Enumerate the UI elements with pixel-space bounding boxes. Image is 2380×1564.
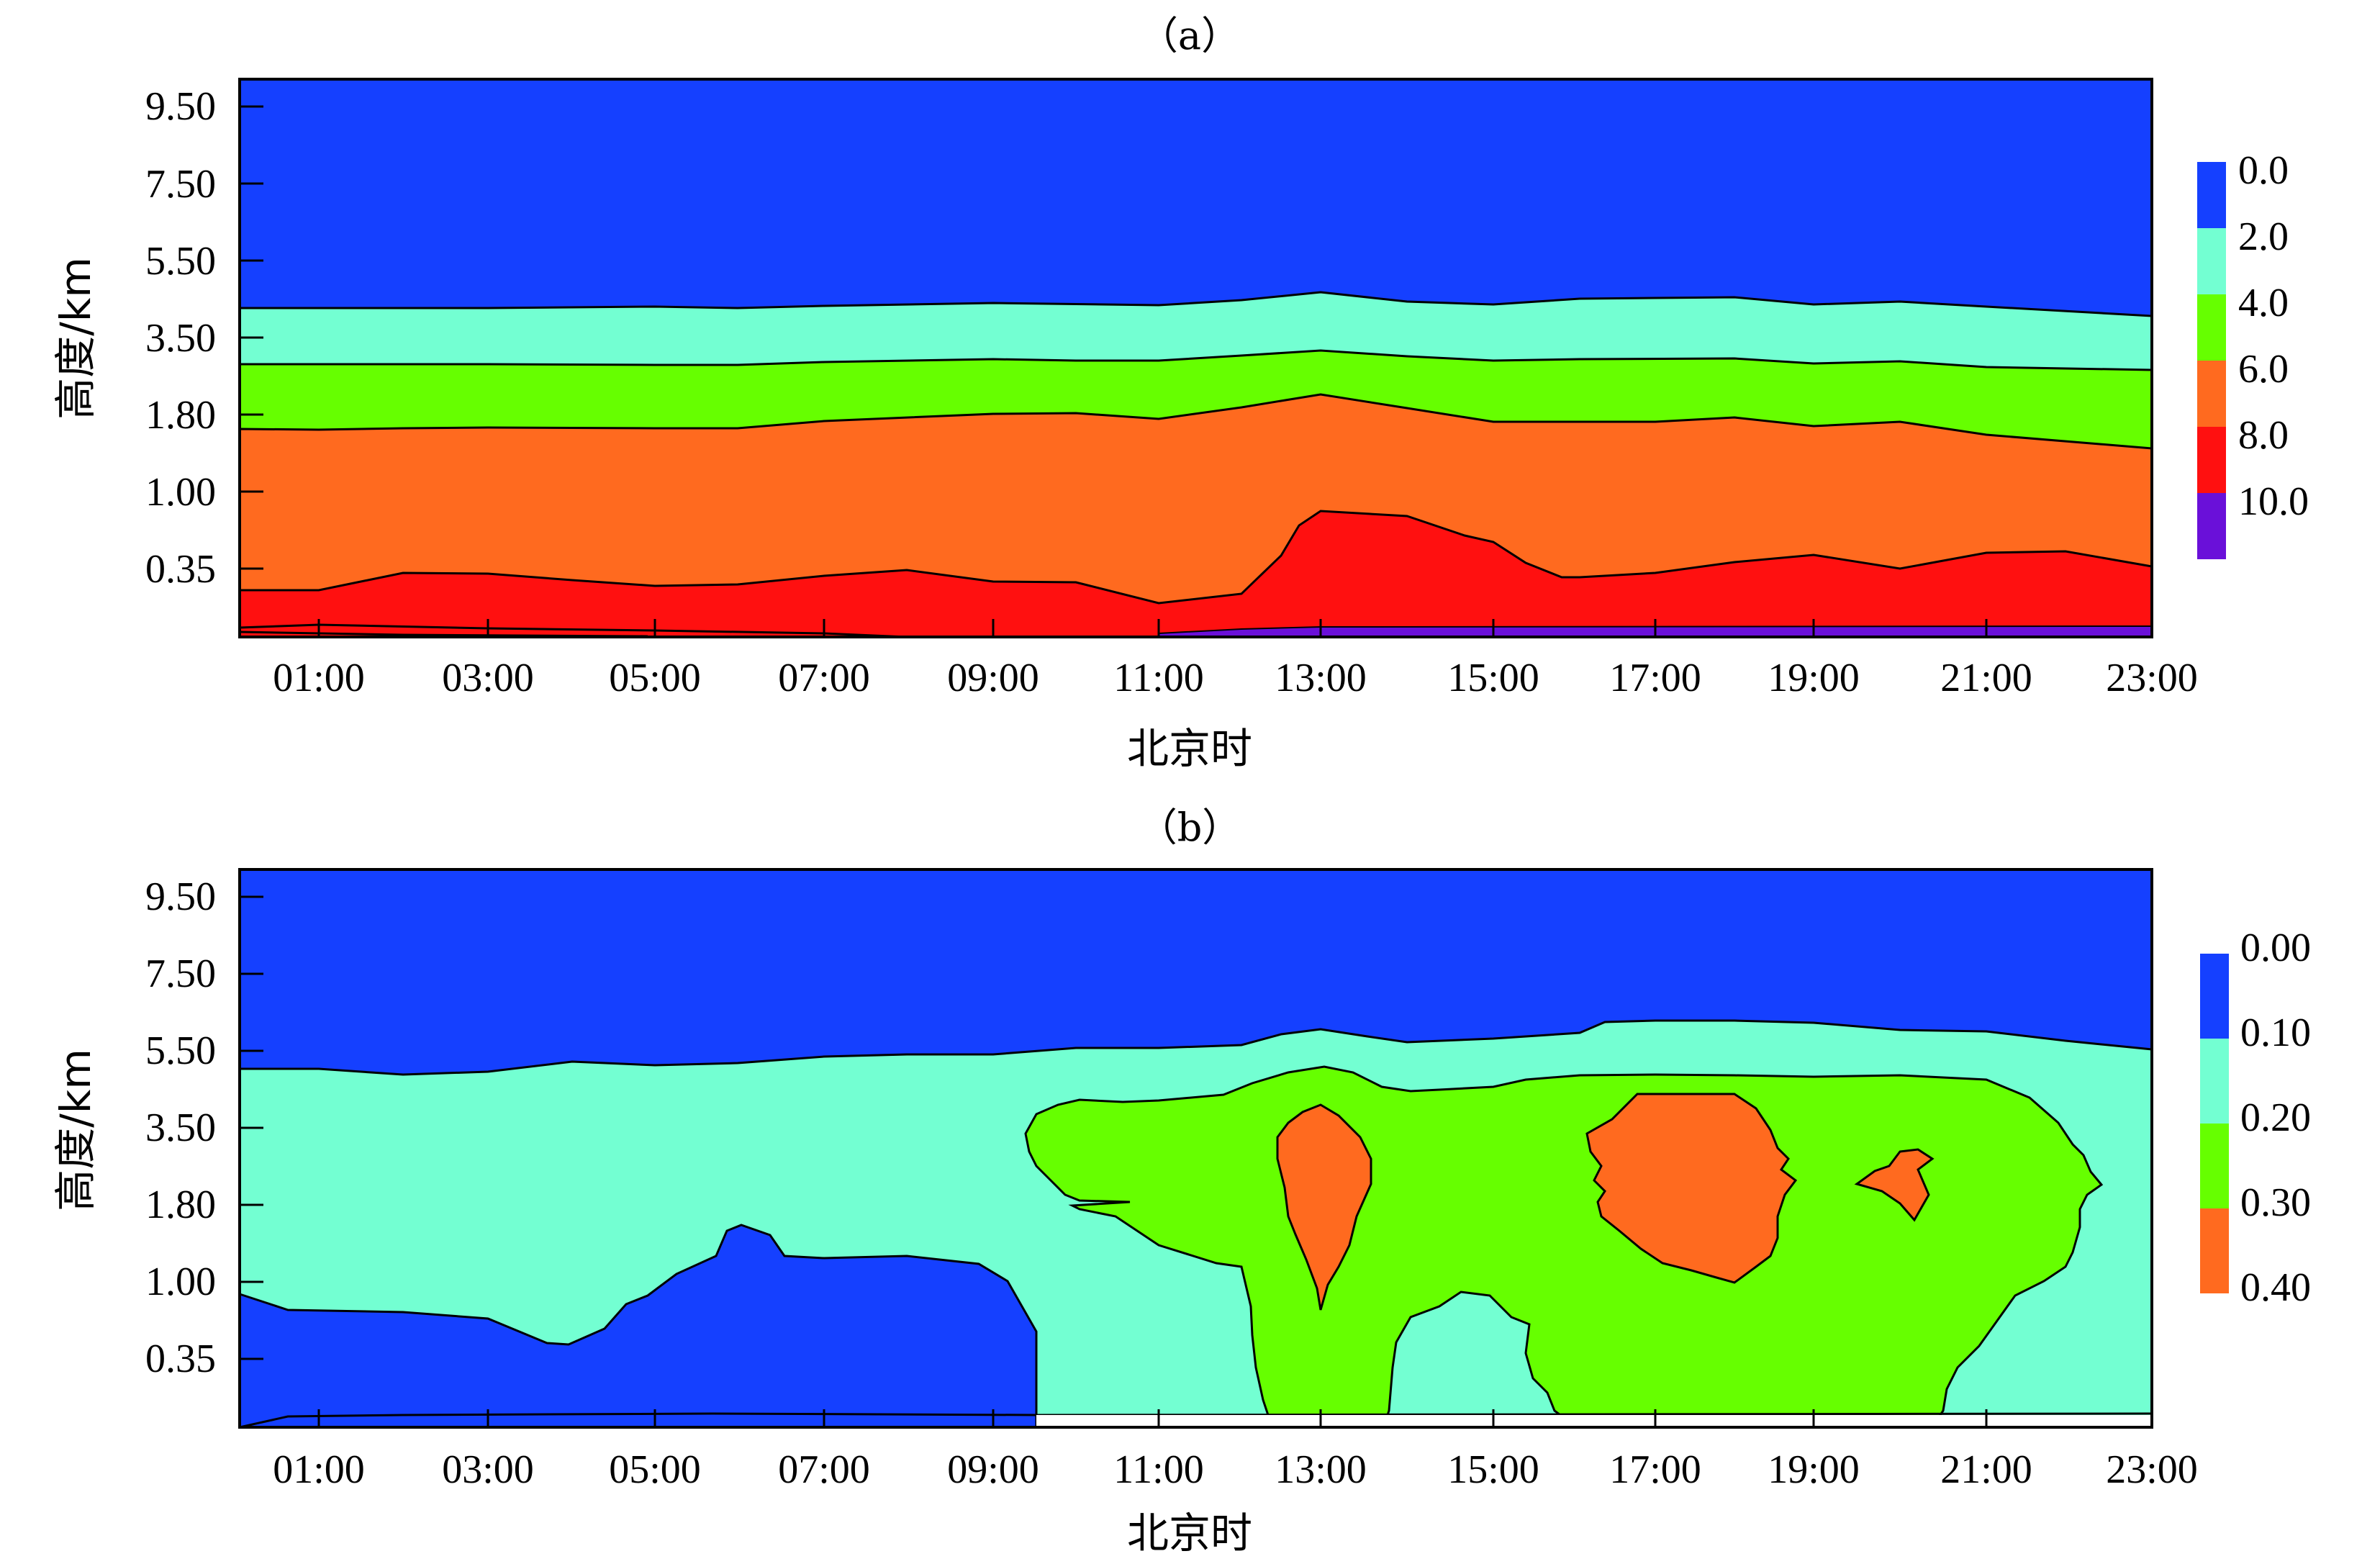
panel-b-x-ticks (317, 1409, 2153, 1427)
legend-label: 8.0 (2238, 413, 2289, 458)
legend-label: 0.20 (2240, 1095, 2311, 1140)
legend-label: 0.40 (2240, 1265, 2311, 1310)
legend-label: 0.10 (2240, 1011, 2311, 1055)
panel-b-blob-1 (1276, 1103, 1372, 1311)
panel-b-legend: 0.00 0.10 0.20 0.30 0.40 (2200, 926, 2311, 1310)
legend-label: 6.0 (2238, 347, 2289, 392)
x-tick-label: 11:00 (1113, 656, 1203, 700)
panel-b-y-ticks (240, 895, 263, 1360)
svg-text:1.00: 1.00 (145, 470, 216, 515)
y-tick-label: 1.80 (145, 1183, 216, 1227)
legend-swatch (2197, 427, 2226, 493)
panel-b-title: （b） (1139, 805, 1241, 850)
panel-a: （a） 9.50 7.50 5.50 3.50 1.80 1.00 0.35 高… (51, 13, 2309, 773)
x-tick-label: 09:00 (947, 656, 1039, 700)
legend-swatch (2197, 162, 2226, 228)
x-tick-label: 01:00 (273, 1447, 365, 1492)
panel-b-xlabel: 北京时 (1127, 1509, 1252, 1558)
legend-swatch (2197, 361, 2226, 427)
y-tick-label: 7.50 (145, 951, 216, 996)
svg-text:9.50: 9.50 (145, 84, 216, 129)
panel-b: （b） 9.50 7.50 5.50 3.50 1.80 1.00 0.35 (51, 805, 2311, 1558)
panel-a-x-ticks (317, 619, 2153, 637)
x-tick-label: 03:00 (442, 656, 534, 700)
x-tick-label: 19:00 (1768, 656, 1860, 700)
panel-a-y-axis: 9.50 7.50 5.50 3.50 1.80 1.00 0.35 高度/km (51, 84, 263, 592)
x-tick-label: 13:00 (1275, 1447, 1367, 1492)
x-tick-label: 15:00 (1447, 656, 1539, 700)
x-tick-label: 21:00 (1940, 1447, 2032, 1492)
panel-a-legend: 0.0 2.0 4.0 6.0 8.0 10.0 (2197, 148, 2309, 559)
x-tick-label: 09:00 (947, 1447, 1039, 1492)
x-tick-label: 07:00 (778, 1447, 870, 1492)
panel-a-title: （a） (1139, 13, 1240, 58)
x-tick-label: 01:00 (273, 656, 365, 700)
x-tick-label: 11:00 (1113, 1447, 1203, 1492)
panel-a-xlabel: 北京时 (1127, 724, 1252, 773)
x-tick-label: 05:00 (609, 1447, 701, 1492)
legend-swatch (2200, 1039, 2229, 1124)
svg-text:3.50: 3.50 (145, 316, 216, 361)
x-tick-label: 03:00 (442, 1447, 534, 1492)
legend-label: 2.0 (2238, 214, 2289, 259)
legend-label: 4.0 (2238, 281, 2289, 325)
y-tick-label: 0.35 (145, 1337, 216, 1381)
svg-text:0.35: 0.35 (145, 547, 216, 592)
legend-swatch (2197, 228, 2226, 294)
panel-a-x-axis: 01:00 03:00 05:00 07:00 09:00 11:00 13:0… (273, 619, 2198, 773)
y-tick-label: 0.35 (145, 547, 216, 592)
y-tick-label: 3.50 (145, 316, 216, 361)
y-tick-label: 5.50 (145, 239, 216, 284)
x-tick-label: 05:00 (609, 656, 701, 700)
legend-swatch (2200, 1208, 2229, 1293)
y-tick-label: 5.50 (145, 1029, 216, 1073)
legend-swatch (2200, 1124, 2229, 1208)
legend-label: 10.0 (2238, 479, 2309, 524)
panel-a-ylabel: 高度/km (51, 257, 100, 420)
x-tick-label: 13:00 (1275, 656, 1367, 700)
panel-b-y-axis: 9.50 7.50 5.50 3.50 1.80 1.00 0.35 高度/km (51, 874, 263, 1381)
legend-swatch (2197, 493, 2226, 559)
x-tick-label: 23:00 (2106, 656, 2198, 700)
legend-label: 0.30 (2240, 1180, 2311, 1225)
y-tick-label: 1.00 (145, 1260, 216, 1304)
x-tick-label: 07:00 (778, 656, 870, 700)
panel-a-band-8 (238, 510, 2153, 638)
svg-text:1.80: 1.80 (145, 393, 216, 438)
legend-label: 0.0 (2238, 148, 2289, 193)
y-tick-label: 1.80 (145, 393, 216, 438)
panel-b-x-axis: 01:00 03:00 05:00 07:00 09:00 11:00 13:0… (273, 1409, 2198, 1558)
y-tick-label: 1.00 (145, 470, 216, 515)
panel-a-plot (238, 78, 2153, 638)
x-tick-label: 23:00 (2106, 1447, 2198, 1492)
legend-label: 0.00 (2240, 926, 2311, 970)
panel-a-y-ticks (240, 105, 263, 570)
panel-a-frame (238, 78, 2153, 638)
x-tick-label: 19:00 (1768, 1447, 1860, 1492)
x-tick-label: 21:00 (1940, 656, 2032, 700)
panel-b-blob-2 (1585, 1093, 1798, 1284)
panel-b-ylabel: 高度/km (51, 1049, 100, 1211)
legend-swatch (2200, 954, 2229, 1039)
panel-b-frame (238, 868, 2153, 1429)
svg-text:7.50: 7.50 (145, 162, 216, 207)
x-tick-label: 17:00 (1609, 656, 1701, 700)
y-tick-label: 7.50 (145, 162, 216, 207)
y-tick-label: 9.50 (145, 874, 216, 919)
panel-b-band-0-lower (238, 1224, 1038, 1429)
svg-text:5.50: 5.50 (145, 239, 216, 284)
panel-b-blob-3 (1854, 1148, 1935, 1222)
panel-b-surface-strip (1036, 1415, 2152, 1427)
x-tick-label: 15:00 (1447, 1447, 1539, 1492)
panel-b-plot (238, 868, 2153, 1429)
y-tick-label: 9.50 (145, 84, 216, 129)
panel-b-surface-line (239, 1412, 2153, 1429)
legend-swatch (2197, 294, 2226, 361)
y-tick-label: 3.50 (145, 1106, 216, 1150)
x-tick-label: 17:00 (1609, 1447, 1701, 1492)
